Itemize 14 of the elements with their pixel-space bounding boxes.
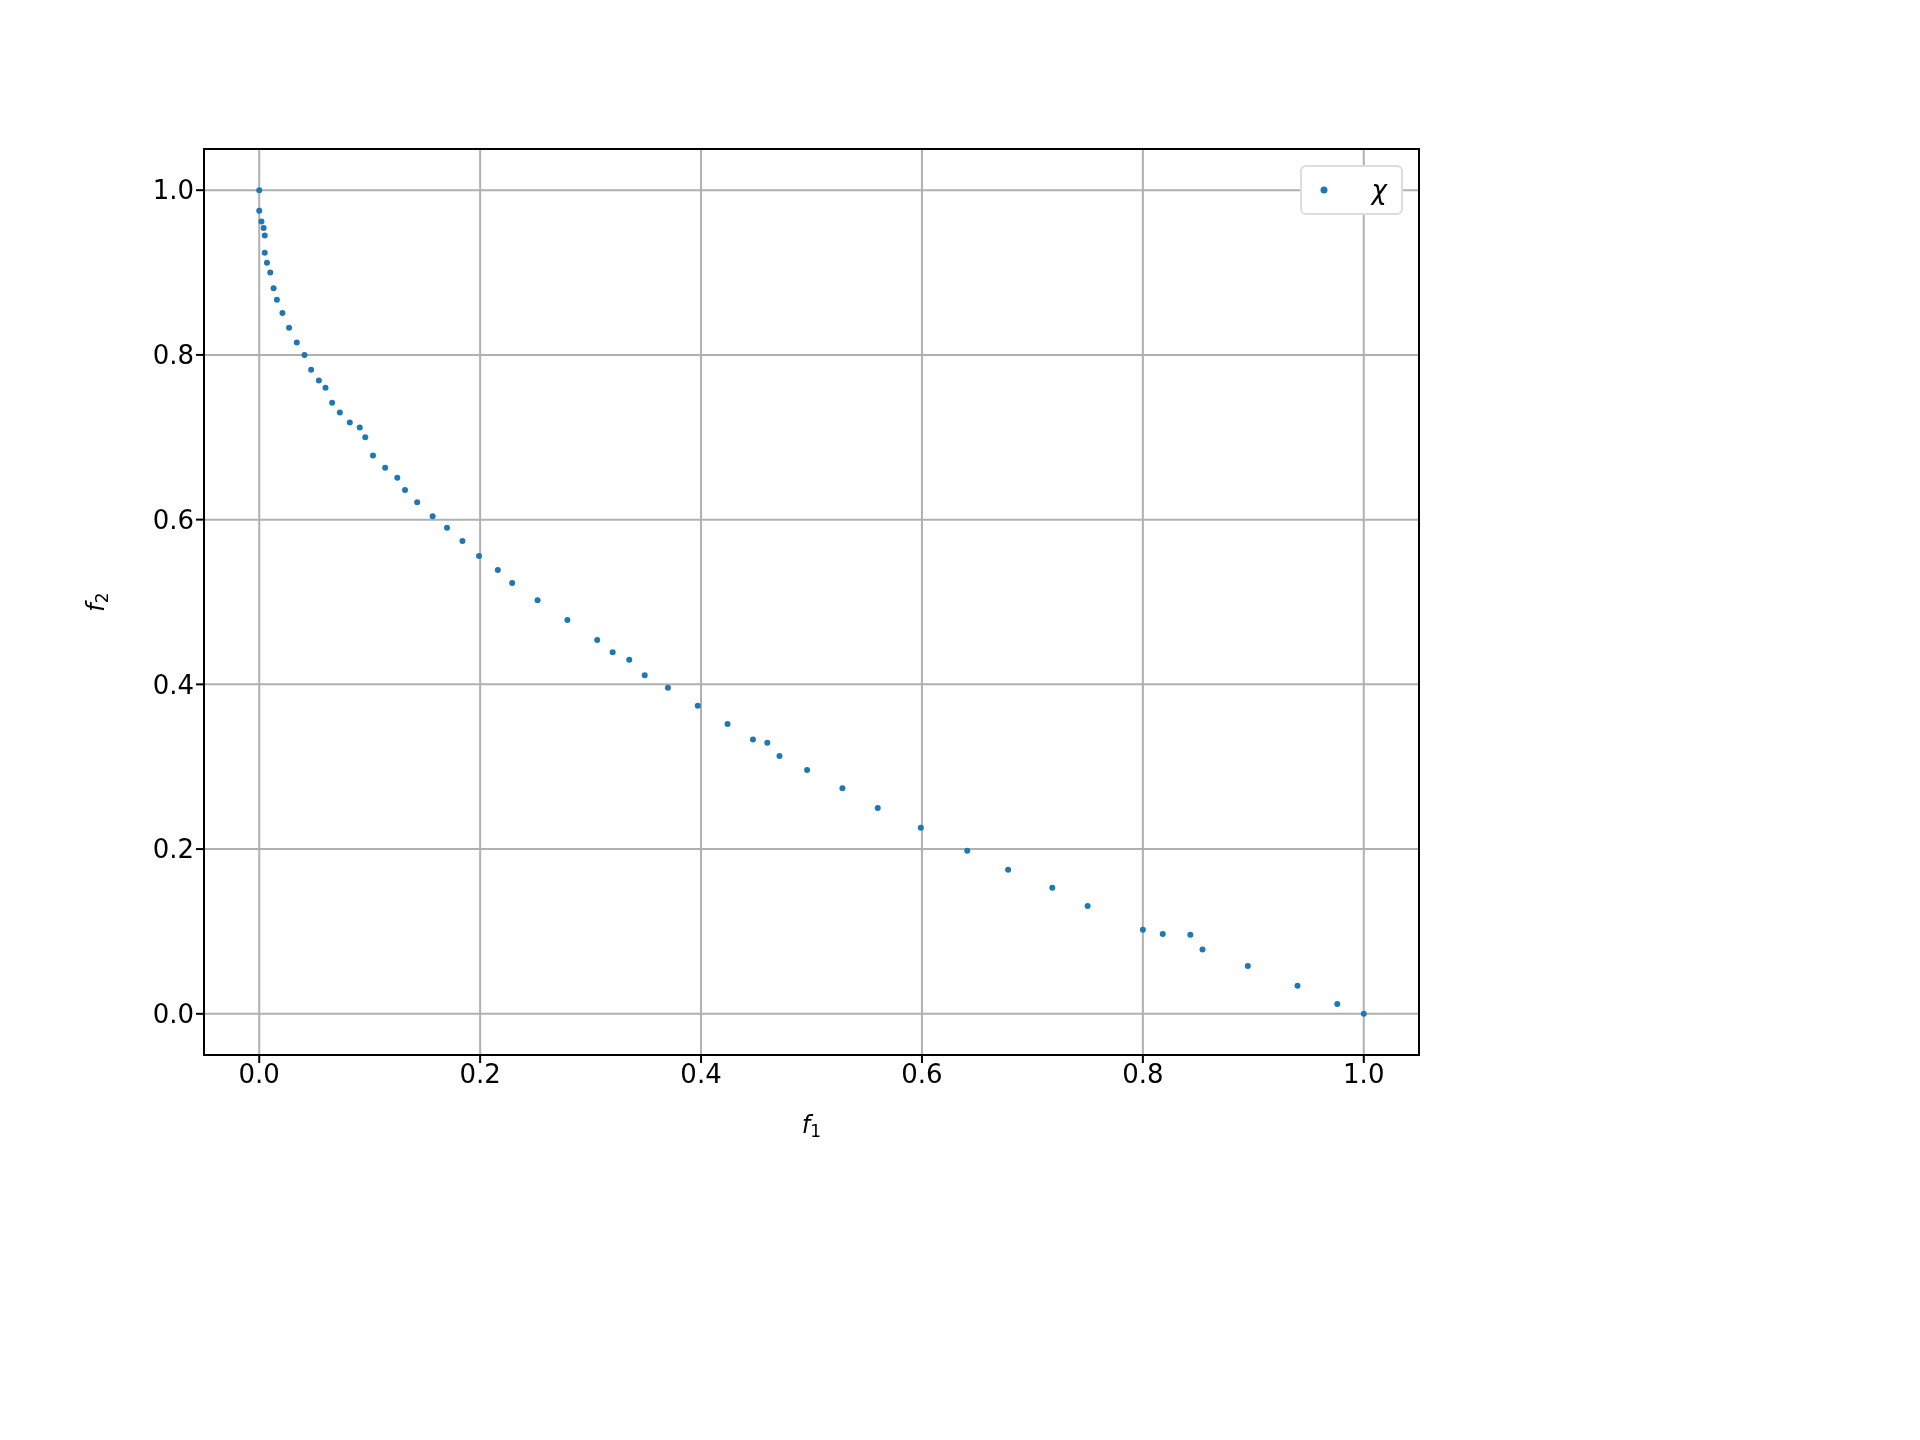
x-tick-label: 1.0 (1343, 1059, 1385, 1090)
x-tick-label: 0.6 (901, 1059, 943, 1090)
y-tick-label: 0.8 (152, 340, 194, 371)
x-tick-label: 0.2 (459, 1059, 501, 1090)
legend-label: χ (1371, 175, 1387, 205)
y-tick-label: 1.0 (152, 175, 194, 206)
x-axis-title: f$_{1}$ (801, 1111, 822, 1142)
x-tick-label: 0.8 (1122, 1059, 1164, 1090)
y-tick-label: 0.4 (152, 669, 194, 700)
x-tick-label: 0.4 (680, 1059, 722, 1090)
x-tick-label: 0.0 (238, 1059, 280, 1090)
y-tick-label: 0.0 (152, 999, 194, 1030)
y-tick-label: 0.2 (152, 834, 194, 865)
y-tick-label: 0.6 (152, 504, 194, 535)
